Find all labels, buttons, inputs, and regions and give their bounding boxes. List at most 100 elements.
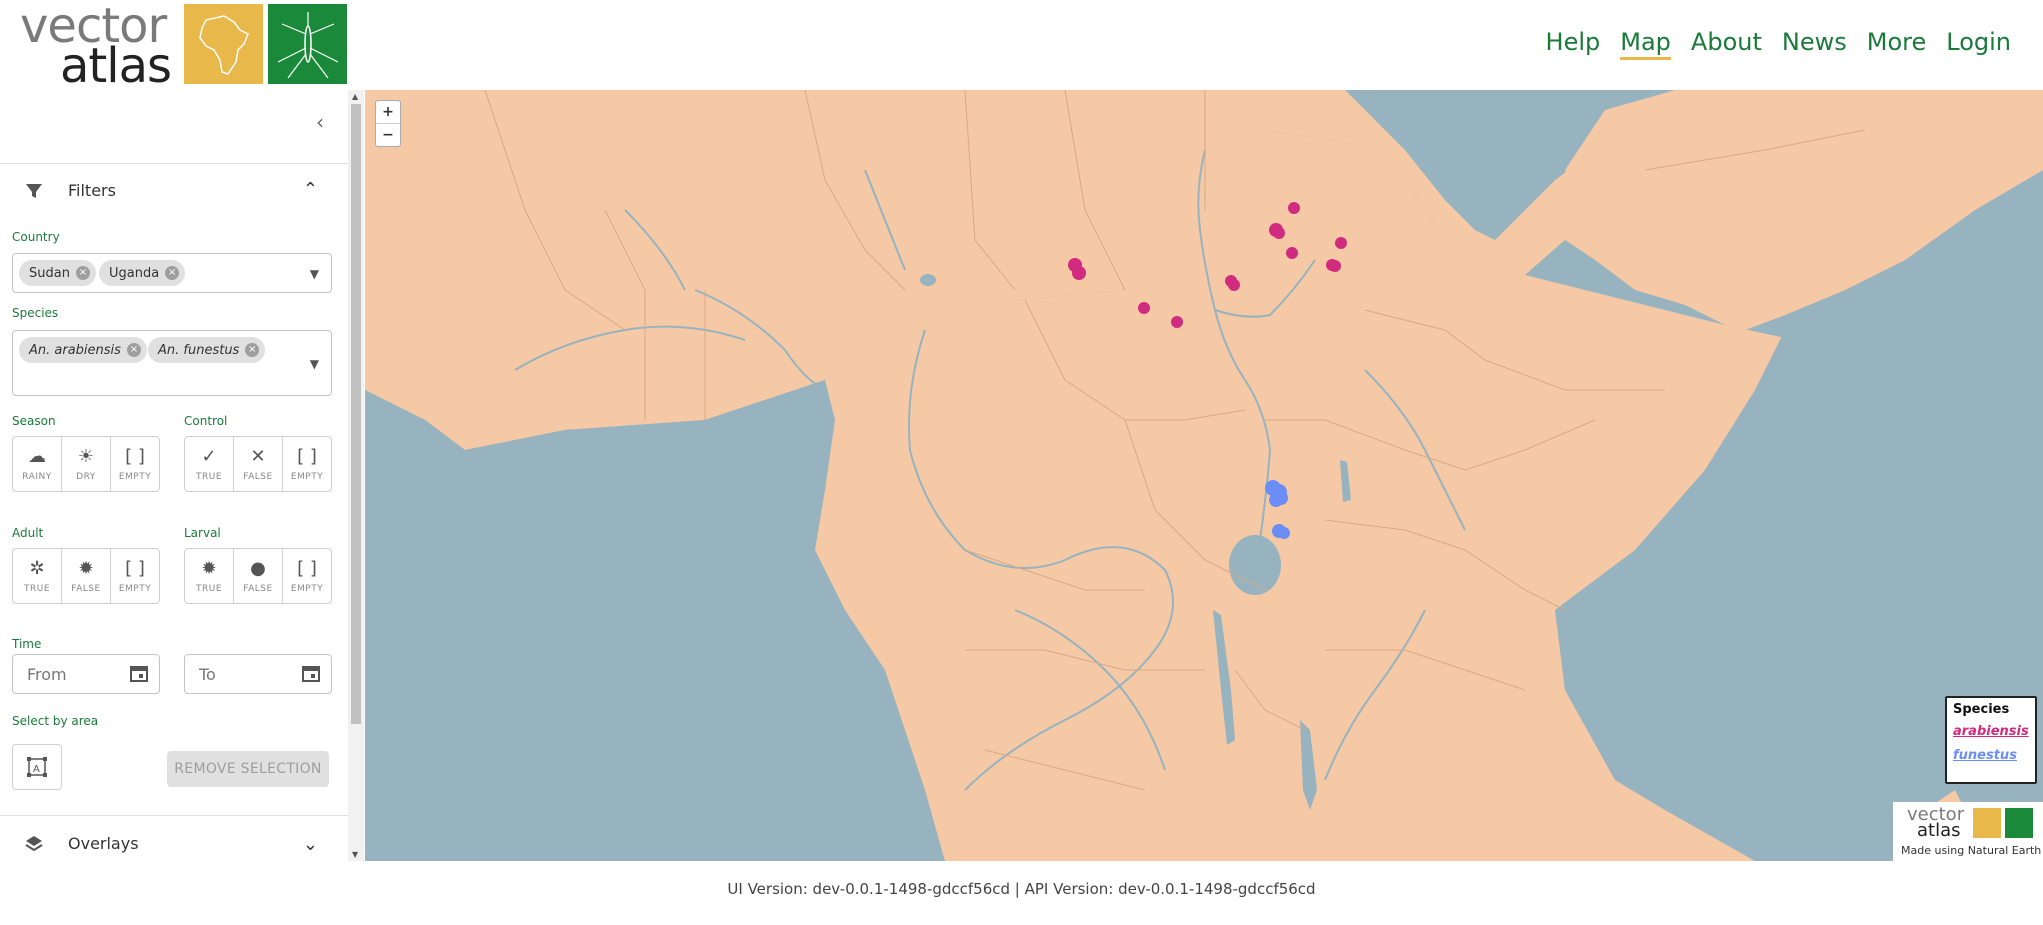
occurrence-point-arabiensis[interactable] bbox=[1228, 279, 1240, 291]
species-chip-arabiensis[interactable]: An. arabiensis × bbox=[19, 337, 147, 363]
legend-title: Species bbox=[1953, 702, 2010, 717]
overlays-header[interactable]: Overlays ⌄ bbox=[0, 826, 348, 861]
country-label: Country bbox=[12, 230, 60, 244]
close-icon: ✕ bbox=[250, 446, 266, 467]
larval-toggle-group: ✹ TRUE ● FALSE [ ] EMPTY bbox=[184, 548, 332, 604]
time-to-field[interactable]: To bbox=[184, 654, 332, 694]
africa-map-icon bbox=[184, 4, 263, 84]
overlays-title: Overlays bbox=[68, 834, 139, 853]
lake-victoria bbox=[1229, 535, 1281, 595]
legend-item-funestus[interactable]: funestus bbox=[1953, 748, 2017, 763]
country-borders bbox=[484, 90, 1866, 791]
control-true-button[interactable]: ✓ TRUE bbox=[185, 437, 234, 491]
brackets-icon: [ ] bbox=[125, 558, 145, 579]
control-empty-button[interactable]: [ ] EMPTY bbox=[290, 446, 324, 482]
occurrence-point-arabiensis[interactable] bbox=[1273, 227, 1285, 239]
scroll-down-icon[interactable]: ▼ bbox=[352, 850, 359, 859]
sidebar: ‹ Filters ⌃ Country Sudan × Uganda × ▼ S… bbox=[0, 90, 348, 861]
legend-item-arabiensis[interactable]: arabiensis bbox=[1953, 724, 2029, 739]
control-false-button[interactable]: ✕ FALSE bbox=[234, 437, 283, 491]
select-area-label: Select by area bbox=[12, 714, 99, 728]
occurrence-point-arabiensis[interactable] bbox=[1138, 302, 1150, 314]
filters-header[interactable]: Filters ⌃ bbox=[0, 163, 348, 223]
larval-false-button[interactable]: ● FALSE bbox=[234, 549, 283, 603]
filters-title: Filters bbox=[68, 181, 116, 200]
occurrence-point-funestus[interactable] bbox=[1278, 527, 1290, 539]
chevron-down-icon[interactable]: ⌄ bbox=[302, 834, 318, 855]
map-canvas[interactable]: + − bbox=[365, 90, 2043, 861]
attribution-word-vector: vector bbox=[1907, 804, 1965, 825]
brackets-icon: [ ] bbox=[297, 558, 317, 579]
occurrence-point-arabiensis[interactable] bbox=[1072, 266, 1086, 280]
remove-chip-icon[interactable]: × bbox=[245, 343, 260, 357]
chevron-left-icon[interactable]: ‹ bbox=[316, 110, 324, 134]
atlantic-ocean bbox=[365, 380, 945, 861]
zoom-in-button[interactable]: + bbox=[376, 101, 400, 124]
larval-label: Larval bbox=[184, 526, 221, 540]
nav-news[interactable]: News bbox=[1781, 28, 1847, 56]
larval-empty-button[interactable]: [ ] EMPTY bbox=[290, 558, 324, 594]
country-chip-sudan[interactable]: Sudan × bbox=[19, 260, 96, 286]
chevron-up-icon[interactable]: ⌃ bbox=[302, 179, 318, 200]
zoom-control: + − bbox=[375, 100, 401, 147]
version-footer: UI Version: dev-0.0.1-1498-gdccf56cd | A… bbox=[727, 880, 1316, 898]
nav-about[interactable]: About bbox=[1690, 28, 1762, 56]
occurrence-point-arabiensis[interactable] bbox=[1335, 237, 1347, 249]
check-icon: ✓ bbox=[201, 446, 217, 467]
adult-toggle-group: ✲ TRUE ✹ FALSE [ ] EMPTY bbox=[12, 548, 160, 604]
lake-turkana bbox=[1340, 460, 1351, 502]
remove-selection-button[interactable]: REMOVE SELECTION bbox=[167, 751, 329, 787]
nav-help[interactable]: Help bbox=[1545, 28, 1601, 56]
africa-map-icon bbox=[1973, 808, 2001, 838]
occurrence-point-arabiensis[interactable] bbox=[1288, 202, 1300, 214]
time-label: Time bbox=[12, 637, 42, 651]
country-select[interactable]: Sudan × Uganda × ▼ bbox=[12, 253, 332, 293]
occurrence-point-arabiensis[interactable] bbox=[1329, 260, 1341, 272]
sidebar-scrollbar[interactable]: ▲ ▼ bbox=[348, 90, 364, 861]
logo-word-atlas: atlas bbox=[60, 38, 172, 94]
nav-login[interactable]: Login bbox=[1946, 28, 2011, 56]
mosquito-icon bbox=[268, 4, 347, 84]
rain-cloud-icon: ☁ bbox=[28, 446, 46, 467]
dropdown-arrow-icon[interactable]: ▼ bbox=[309, 267, 319, 281]
larval-true-button[interactable]: ✹ TRUE bbox=[185, 549, 234, 603]
nav-map[interactable]: Map bbox=[1620, 28, 1671, 60]
time-from-field[interactable]: From bbox=[12, 654, 160, 694]
mosquito-sparkle-icon: ✲ bbox=[29, 558, 45, 579]
scroll-up-icon[interactable]: ▲ bbox=[352, 92, 359, 101]
occurrence-layer bbox=[1068, 202, 1347, 539]
svg-text:A: A bbox=[33, 764, 40, 775]
species-select[interactable]: An. arabiensis × An. funestus × ▼ bbox=[12, 330, 332, 396]
season-rainy-button[interactable]: ☁ RAINY bbox=[13, 437, 62, 491]
map-attribution: vector atlas Made using Natural Earth bbox=[1893, 802, 2043, 861]
brackets-icon: [ ] bbox=[297, 446, 317, 467]
remove-chip-icon[interactable]: × bbox=[126, 343, 141, 357]
gulf-of-aden bbox=[1525, 170, 2043, 350]
remove-chip-icon[interactable]: × bbox=[165, 266, 180, 280]
draw-area-button[interactable]: A bbox=[12, 744, 62, 790]
nav-more[interactable]: More bbox=[1866, 28, 1927, 56]
zoom-out-button[interactable]: − bbox=[382, 127, 394, 143]
sun-icon: ☀ bbox=[77, 446, 95, 467]
occurrence-point-funestus[interactable] bbox=[1274, 491, 1288, 505]
calendar-icon[interactable] bbox=[129, 663, 149, 683]
adult-empty-button[interactable]: [ ] EMPTY bbox=[118, 558, 152, 594]
attribution-word-atlas: atlas bbox=[1917, 820, 1961, 841]
season-label: Season bbox=[12, 414, 56, 428]
adult-true-button[interactable]: ✲ TRUE bbox=[13, 549, 62, 603]
dropdown-arrow-icon[interactable]: ▼ bbox=[309, 357, 319, 371]
divider bbox=[0, 163, 348, 164]
country-chip-uganda[interactable]: Uganda × bbox=[99, 260, 186, 286]
season-empty-button[interactable]: [ ] EMPTY bbox=[118, 446, 152, 482]
adult-false-button[interactable]: ✹ FALSE bbox=[62, 549, 111, 603]
season-dry-button[interactable]: ☀ DRY bbox=[62, 437, 111, 491]
occurrence-point-arabiensis[interactable] bbox=[1171, 316, 1183, 328]
calendar-icon[interactable] bbox=[301, 663, 321, 683]
indian-ocean bbox=[1555, 320, 2043, 861]
species-chip-funestus[interactable]: An. funestus × bbox=[148, 337, 266, 363]
vector-atlas-logo[interactable]: vector atlas bbox=[18, 0, 348, 94]
remove-chip-icon[interactable]: × bbox=[75, 266, 90, 280]
egg-icon: ● bbox=[250, 558, 266, 579]
occurrence-point-arabiensis[interactable] bbox=[1286, 247, 1298, 259]
scrollbar-thumb[interactable] bbox=[351, 104, 361, 724]
